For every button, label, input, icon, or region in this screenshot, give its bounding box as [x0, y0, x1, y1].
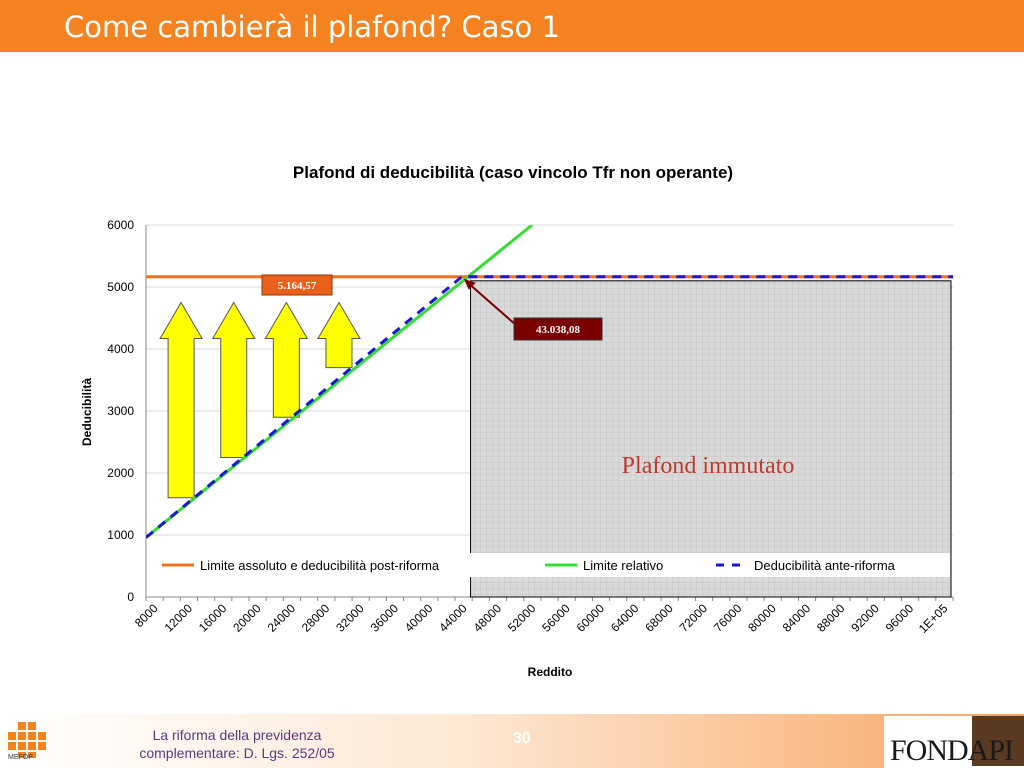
yellow-arrow: [211, 301, 256, 458]
x-tick-label: 20000: [230, 601, 264, 635]
y-axis-label: Deducibilità: [80, 378, 94, 446]
yellow-arrow: [159, 301, 203, 499]
y-tick-label: 4000: [107, 342, 134, 356]
x-tick-label: 8000: [132, 601, 161, 630]
x-tick-label: 48000: [471, 601, 505, 635]
callout-orange-box: [261, 274, 333, 296]
callout-pointer: [467, 282, 517, 326]
x-tick-label: 64000: [608, 601, 642, 635]
footer-text: La riforma della previdenza complementar…: [139, 727, 335, 761]
x-tick-label: 40000: [402, 601, 436, 635]
legend: Limite assoluto e deducibilità post-rifo…: [158, 553, 950, 577]
shaded-region-label: Plafond immutato: [622, 453, 795, 479]
x-tick-label: 72000: [677, 601, 711, 635]
legend-label: Deducibilità ante-riforma: [754, 558, 896, 573]
chart: Plafond di deducibilità (caso vincolo Tf…: [80, 163, 954, 679]
callout-orange-text: 5.164,57: [278, 280, 317, 292]
x-tick-label: 36000: [368, 601, 402, 635]
x-tick-label: 32000: [333, 601, 367, 635]
x-tick-label: 92000: [848, 601, 882, 635]
fondapi-logo-text: FONDAPI: [890, 734, 1014, 767]
chart-title: Plafond di deducibilità (caso vincolo Tf…: [293, 163, 733, 182]
x-tick-label: 28000: [299, 601, 333, 635]
x-axis-label: Reddito: [528, 665, 573, 679]
x-tick-label: 52000: [505, 601, 539, 635]
legend-label: Limite assoluto e deducibilità post-rifo…: [200, 558, 440, 573]
y-tick-label: 0: [127, 590, 134, 604]
callout-pointer-head: [463, 278, 476, 290]
mefop-logo-text: MEFOP: [8, 754, 33, 761]
x-tick-label: 80000: [745, 601, 779, 635]
slide-title: Come cambierà il plafond? Caso 1: [64, 10, 560, 44]
mefop-logo-icon: [8, 722, 46, 758]
fondapi-logo: FONDAPI: [884, 716, 1024, 768]
slide-footer: MEFOP La riforma della previdenza comple…: [0, 714, 1024, 768]
x-tick-label: 88000: [814, 601, 848, 635]
slide-header: Come cambierà il plafond? Caso 1: [0, 0, 1024, 52]
y-tick-label: 6000: [107, 218, 134, 232]
x-tick-label: 1E+05: [916, 601, 951, 636]
x-tick-label: 96000: [883, 601, 917, 635]
x-tick-label: 24000: [265, 601, 299, 635]
y-tick-label: 5000: [107, 280, 134, 294]
callout-darkred-box: [513, 317, 603, 341]
yellow-arrow: [317, 301, 361, 369]
fondapi-logo-mark: [972, 716, 1024, 766]
x-tick-label: 68000: [642, 601, 676, 635]
x-tick-label: 12000: [162, 601, 196, 635]
page-number: 30: [513, 730, 531, 747]
callout-darkred-text: 43.038,08: [536, 324, 581, 336]
x-tick-label: 56000: [539, 601, 573, 635]
y-tick-label: 2000: [107, 466, 134, 480]
y-tick-label: 1000: [107, 528, 134, 542]
series-line: [146, 275, 953, 539]
x-tick-label: 76000: [711, 601, 745, 635]
x-tick-label: 84000: [780, 601, 814, 635]
legend-label: Limite relativo: [583, 558, 663, 573]
x-tick-label: 60000: [574, 601, 608, 635]
yellow-arrow: [264, 301, 309, 418]
y-tick-label: 3000: [107, 404, 134, 418]
x-tick-label: 44000: [436, 601, 470, 635]
x-tick-label: 16000: [196, 601, 230, 635]
